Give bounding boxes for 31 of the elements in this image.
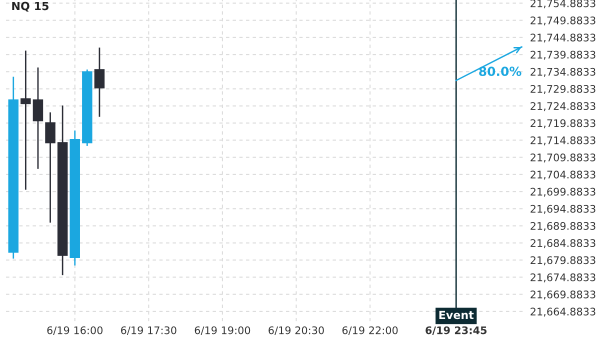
y-tick-label: 21,709.8833 [530,154,596,162]
y-tick-label: 21,669.8833 [530,290,596,300]
x-tick-label: 6/19 20:30 [268,326,324,336]
x-tick-label: 6/19 19:00 [194,326,250,336]
x-tick-label: 6/19 23:45 [426,326,487,336]
y-tick-label: 21,664.8833 [530,308,596,317]
y-tick-label: 21,729.8833 [530,85,596,94]
y-tick-label: 21,704.8833 [530,170,596,180]
y-tick-label: 21,714.8833 [530,136,596,146]
y-tick-label: 21,749.8833 [530,16,596,26]
y-tick-label: 21,694.8833 [530,204,596,214]
x-tick-label: 6/19 16:00 [47,326,103,336]
y-tick-label: 21,679.8833 [530,256,596,266]
y-tick-label: 21,734.8833 [530,68,596,77]
y-tick-label: 21,719.8833 [530,119,596,128]
x-tick-label: 6/19 22:00 [342,326,398,336]
candlestick [45,112,56,223]
annotation: 80.0% [479,66,522,76]
y-tick-label: 21,674.8833 [530,273,596,282]
candlestick [94,48,105,117]
y-tick-label: 21,744.8833 [530,34,596,43]
candlestick [20,50,31,190]
y-tick-label: 21,689.8833 [530,222,596,231]
candlestick [32,67,44,169]
y-tick-label: 21,699.8833 [530,188,596,197]
x-tick-label: 6/19 17:30 [121,326,176,336]
y-tick-label: 21,684.8833 [530,239,596,248]
ref-line-label: Event [439,310,474,320]
y-tick-label: 21,739.8833 [530,50,596,60]
y-tick-label: 21,724.8833 [530,102,596,112]
chart-title: NQ 15 [12,2,48,12]
